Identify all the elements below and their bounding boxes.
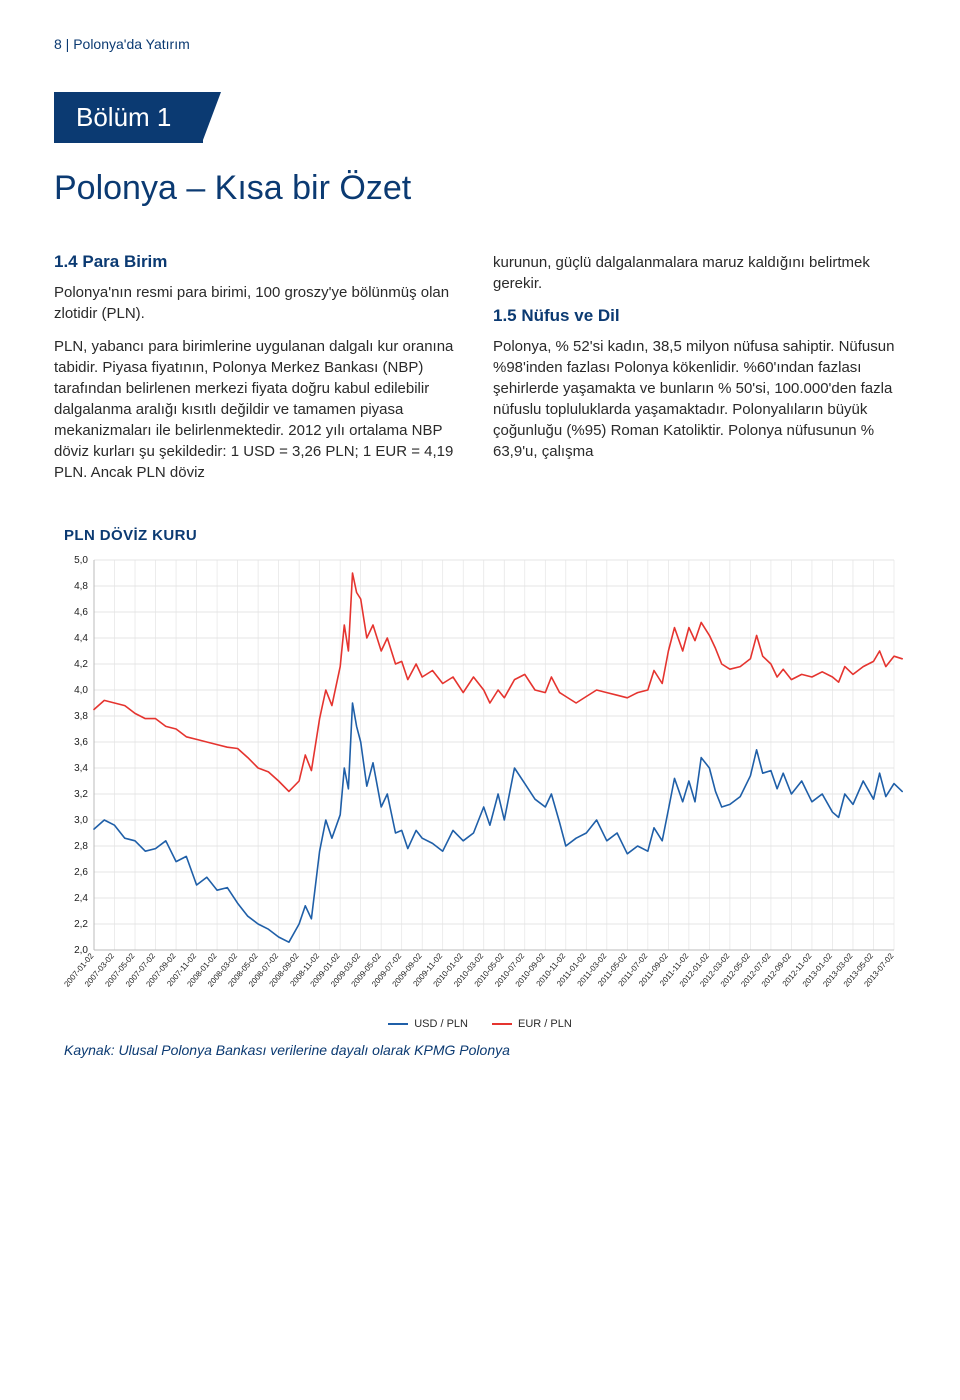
svg-text:3,6: 3,6 <box>74 737 88 748</box>
body-columns: 1.4 Para Birim Polonya'nın resmi para bi… <box>54 252 906 495</box>
chart-svg: 2,02,22,42,62,83,03,23,43,63,84,04,24,44… <box>54 550 906 1010</box>
right-p1: kurunun, güçlü dalgalanmalara maruz kald… <box>493 252 906 294</box>
svg-text:4,8: 4,8 <box>74 581 88 592</box>
right-column: kurunun, güçlü dalgalanmalara maruz kald… <box>493 252 906 495</box>
svg-text:4,0: 4,0 <box>74 685 88 696</box>
svg-text:3,4: 3,4 <box>74 763 88 774</box>
chapter-badge: Bölüm 1 <box>54 92 203 143</box>
section-1-4-head: 1.4 Para Birim <box>54 252 467 272</box>
legend-item: USD / PLN <box>388 1018 468 1030</box>
svg-text:3,0: 3,0 <box>74 815 88 826</box>
right-p2: Polonya, % 52'si kadın, 38,5 milyon nüfu… <box>493 336 906 462</box>
svg-text:3,8: 3,8 <box>74 711 88 722</box>
svg-text:4,2: 4,2 <box>74 659 88 670</box>
pln-exchange-chart: 2,02,22,42,62,83,03,23,43,63,84,04,24,44… <box>54 550 906 1010</box>
left-p1: Polonya'nın resmi para birimi, 100 grosz… <box>54 282 467 324</box>
left-p2: PLN, yabancı para birimlerine uygulanan … <box>54 336 467 483</box>
svg-text:4,6: 4,6 <box>74 607 88 618</box>
svg-text:2,6: 2,6 <box>74 867 88 878</box>
svg-text:2,4: 2,4 <box>74 893 88 904</box>
chart-legend: USD / PLN EUR / PLN <box>54 1016 906 1030</box>
chart-title: PLN DÖVİZ KURU <box>64 527 906 544</box>
svg-text:2,8: 2,8 <box>74 841 88 852</box>
chart-source: Kaynak: Ulusal Polonya Bankası verilerin… <box>64 1042 906 1058</box>
page-header: 8 | Polonya'da Yatırım <box>54 36 906 52</box>
svg-text:5,0: 5,0 <box>74 555 88 566</box>
svg-text:2,2: 2,2 <box>74 919 88 930</box>
left-column: 1.4 Para Birim Polonya'nın resmi para bi… <box>54 252 467 495</box>
svg-text:4,4: 4,4 <box>74 633 88 644</box>
page-title: Polonya – Kısa bir Özet <box>54 169 906 208</box>
svg-text:3,2: 3,2 <box>74 789 88 800</box>
legend-item: EUR / PLN <box>492 1018 572 1030</box>
section-1-5-head: 1.5 Nüfus ve Dil <box>493 306 906 326</box>
